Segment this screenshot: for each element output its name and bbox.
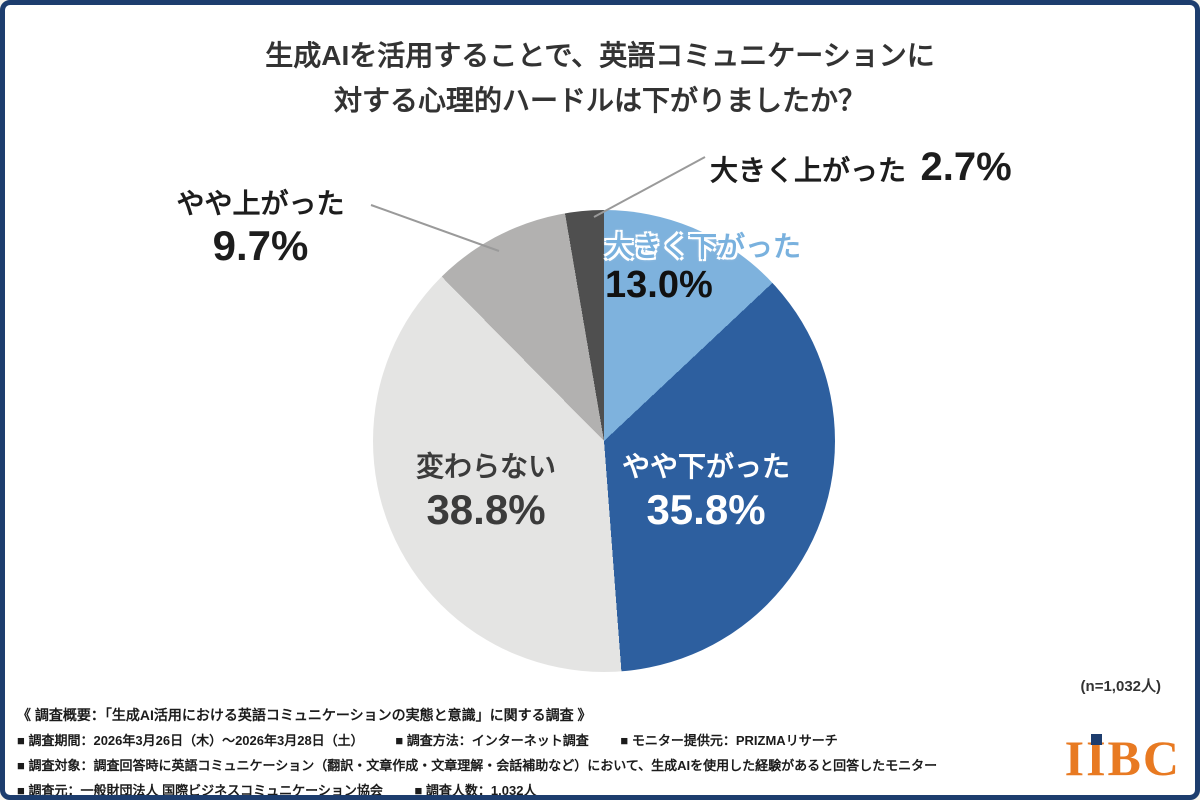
survey-target: ■ 調査対象：調査回答時に英語コミュニケーション（翻訳・文章作成・文章理解・会話…: [17, 758, 938, 773]
slice-percent: 2.7%: [920, 145, 1012, 189]
label-greatly-lowered: 大きく下がった 13.0%: [605, 231, 825, 307]
slice-percent: 38.8%: [426, 486, 546, 534]
label-slightly-raised: やや上がった 9.7%: [153, 188, 368, 269]
survey-row-target: ■ 調査対象：調査回答時に英語コミュニケーション（翻訳・文章作成・文章理解・会話…: [17, 755, 1077, 774]
slice-label: 大きく下がった: [605, 231, 802, 262]
leader-line-slightly-up: [370, 204, 500, 252]
survey-count: ■ 調査人数：1,032人: [414, 783, 537, 798]
survey-row-source: ■ 調査元：一般財団法人 国際ビジネスコミュニケーション協会 ■ 調査人数：1,…: [17, 780, 1077, 798]
survey-source: ■ 調査元：一般財団法人 国際ビジネスコミュニケーション協会: [17, 783, 383, 798]
pie-graphic: [373, 210, 835, 672]
label-greatly-raised: 大きく上がった 2.7%: [710, 145, 1012, 189]
label-no-change: 変わらない 38.8%: [375, 451, 597, 533]
pie-chart: 大きく下がった 13.0% やや下がった 35.8% 変わらない 38.8% や…: [5, 5, 1195, 795]
survey-row-period: ■ 調査期間：2026年3月26日（木）〜2026年3月28日（土） ■ 調査方…: [17, 730, 1077, 749]
slice-label: やや上がった: [176, 188, 345, 219]
chart-title-line2: 対する心理的ハードルは下がりましたか？: [333, 85, 866, 117]
chart-title-line1: 生成AIを活用することで、英語コミュニケーションに: [265, 40, 935, 71]
slice-percent: 13.0%: [605, 264, 713, 307]
slice-percent: 9.7%: [212, 222, 309, 270]
survey-overview-heading: 《 調査概要：「生成AI活用における英語コミュニケーションの実態と意識」に関する…: [17, 707, 592, 723]
sample-size-note: (n=1,032人): [1080, 678, 1161, 695]
slice-label: 大きく上がった: [710, 155, 907, 186]
survey-monitor-provider: ■ モニター提供元：PRIZMAリサーチ: [620, 733, 838, 748]
survey-period: ■ 調査期間：2026年3月26日（木）〜2026年3月28日（土）: [17, 733, 364, 748]
iibc-logo-dot: [1090, 734, 1102, 745]
slice-percent: 35.8%: [646, 486, 766, 534]
leader-line-greatly-up: [593, 156, 706, 218]
label-slightly-lowered: やや下がった 35.8%: [595, 451, 817, 533]
survey-method: ■ 調査方法：インターネット調査: [395, 733, 589, 748]
iibc-logo: IIBC: [1065, 733, 1181, 783]
slice-label: 変わらない: [415, 451, 556, 482]
slice-label: やや下がった: [621, 451, 790, 482]
chart-title: 生成AIを活用することで、英語コミュニケーションに 対する心理的ハードルは下がり…: [5, 33, 1195, 124]
iibc-logo-text: IIBC: [1064, 730, 1181, 786]
survey-overview: 《 調査概要：「生成AI活用における英語コミュニケーションの実態と意識」に関する…: [17, 705, 1077, 798]
